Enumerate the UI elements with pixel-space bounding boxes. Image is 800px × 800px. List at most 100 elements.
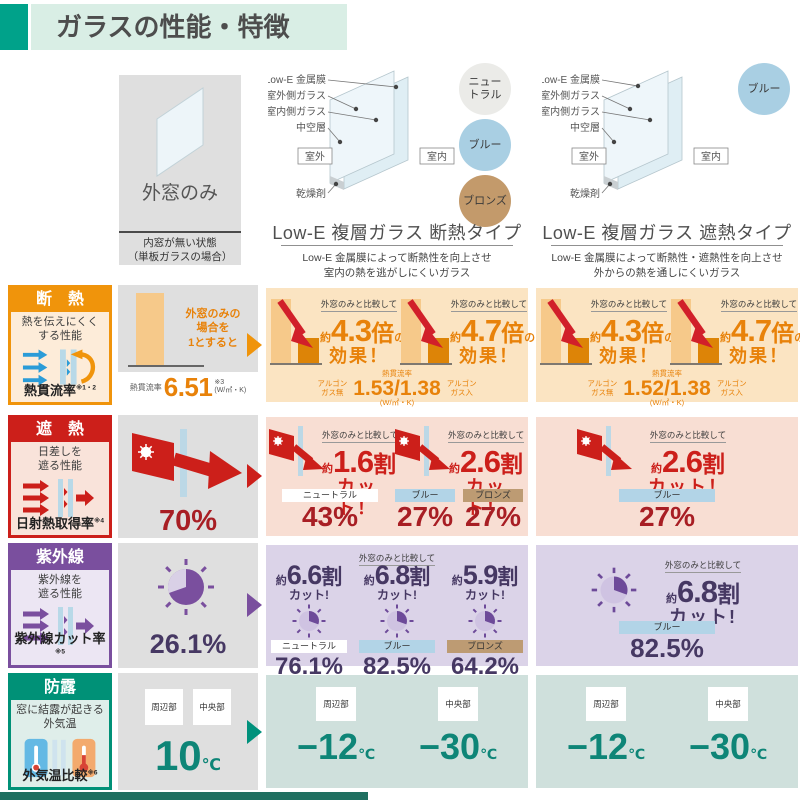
metric-footnote: ※4 bbox=[94, 517, 104, 525]
times-suffix: 倍 bbox=[641, 320, 665, 346]
metric-label-insulation: 熱貫流率※1・2 bbox=[11, 380, 109, 399]
comparison-arrow-icon bbox=[247, 593, 262, 617]
baseline-insulation-cell: 外窓のみの 場合を 1とすると bbox=[118, 285, 258, 372]
temp-group-edge: 周辺部 −12℃ bbox=[281, 675, 391, 765]
row-header-title: 紫外線 bbox=[11, 546, 109, 570]
temp-degree: ℃ bbox=[480, 746, 498, 762]
page-title: ガラスの性能・特徴 bbox=[56, 12, 290, 42]
insulation-cell-shanetsu: 外窓のみと比較して 約4.3倍の 効果！ 外窓のみと比較して 約4.7倍の 効果… bbox=[536, 288, 800, 406]
title-accent-square bbox=[0, 4, 28, 50]
temp-degree: ℃ bbox=[358, 746, 376, 762]
cut-suffix: 割 bbox=[373, 451, 397, 477]
uvalue-pair: 熱貫流率 1.53/1.38 (W/㎡・K) bbox=[353, 370, 441, 406]
cut-value: 6.6 bbox=[286, 560, 323, 590]
metric-text: 紫外線カット率 bbox=[14, 631, 106, 646]
effect-word: 効果！ bbox=[329, 346, 389, 366]
comparison-arrow-icon bbox=[247, 464, 262, 488]
color-chip-neutral: ニュー トラル bbox=[459, 63, 511, 115]
uvalue-metric-label: 熱貫流率 bbox=[129, 382, 162, 392]
effect-word: 効果！ bbox=[599, 346, 659, 366]
bar-comparison-icon bbox=[670, 299, 722, 365]
position-chips: 周辺部 中央部 bbox=[118, 673, 258, 725]
chip-center: 中央部 bbox=[708, 687, 748, 721]
chip-center: 中央部 bbox=[193, 689, 231, 725]
metric-text: 熱貫流率 bbox=[23, 383, 76, 398]
uvalue-unit: (W/㎡・K) bbox=[214, 387, 247, 394]
temp-value: −30 bbox=[418, 726, 481, 767]
reference-bar-chart-icon bbox=[128, 293, 204, 367]
single-glass-pane-icon bbox=[156, 87, 204, 177]
compare-note-wrap: 外窓のみと比較して bbox=[355, 548, 439, 566]
color-chip-blue-shield: ブルー bbox=[738, 63, 790, 115]
chip-edge: 周辺部 bbox=[145, 689, 183, 725]
metric-label-condensation: 外気温比較※6 bbox=[11, 765, 109, 784]
uvalue-numbers: 1.53/1.38 bbox=[353, 376, 441, 400]
baseline-divider bbox=[119, 231, 241, 233]
cut-suffix: 割 bbox=[497, 566, 519, 589]
type-title-underline-shielding bbox=[551, 245, 783, 246]
approx: 約 bbox=[320, 332, 331, 344]
effect-value: 4.7 bbox=[461, 313, 502, 348]
baseline-shading-value: 70% bbox=[158, 505, 218, 537]
approx: 約 bbox=[322, 463, 333, 475]
condensation-cell-dannetsu: 周辺部 −12℃ 中央部 −30℃ bbox=[266, 675, 528, 788]
effect-word: 効果！ bbox=[729, 346, 789, 366]
cut-word: カット! bbox=[465, 588, 505, 602]
uvalue-label: 熱貫流率 bbox=[382, 369, 412, 378]
approx: 約 bbox=[450, 332, 461, 344]
sun-glass-arrow-icon bbox=[395, 426, 450, 476]
cut-suffix: 割 bbox=[500, 451, 524, 477]
effect-panel: 外窓のみと比較して 約4.3倍の 効果！ bbox=[540, 294, 675, 373]
badge-neutral: ニュートラル bbox=[282, 489, 378, 502]
effect-value: 4.3 bbox=[331, 313, 372, 348]
cut-value: 1.6 bbox=[333, 444, 374, 479]
approx: 約 bbox=[720, 332, 731, 344]
temp-degree: ℃ bbox=[628, 746, 646, 762]
compare-note: 外窓のみと比較して bbox=[590, 298, 668, 312]
metric-label-uv: 紫外線カット率 ※5 bbox=[11, 628, 109, 662]
glass-structure-diagram-insulation-type bbox=[268, 60, 468, 210]
next-section-header-partial bbox=[0, 792, 368, 800]
chip-edge: 周辺部 bbox=[586, 687, 626, 721]
thermometer-icon bbox=[24, 738, 96, 777]
percent-value: 27% bbox=[638, 501, 696, 532]
compare-note: 外窓のみと比較して bbox=[358, 552, 436, 566]
baseline-condensation-cell: 周辺部 中央部 10℃ bbox=[118, 673, 258, 790]
uv-sun-pie-icon bbox=[591, 567, 637, 613]
condensation-cell-shanetsu: 周辺部 −12℃ 中央部 −30℃ bbox=[536, 675, 798, 788]
badge-percent: ブロンズ 27% bbox=[462, 489, 524, 533]
uvalue-footnote: ※3 bbox=[214, 378, 225, 386]
row-header-uv: 紫外線 紫外線を 遮る性能 紫外線カット率 ※5 bbox=[8, 543, 112, 668]
cut-text: 外窓のみと比較して 約6.8割 カット! bbox=[648, 555, 758, 628]
effect-text: 外窓のみと比較して 約4.7倍の 効果！ bbox=[450, 294, 535, 367]
cut-suffix: 割 bbox=[717, 581, 741, 607]
times-suffix: 倍 bbox=[371, 320, 395, 346]
argon-without-label: アルゴン ガス無 bbox=[317, 378, 348, 397]
badge-bronze: ブロンズ bbox=[447, 640, 523, 654]
particle: の bbox=[524, 332, 536, 344]
temp-value-wrap: −30℃ bbox=[403, 729, 513, 765]
cut-text: 外窓のみと比較して 約2.6割 カット！ bbox=[640, 425, 736, 498]
baseline-shading-cell: 70% bbox=[118, 415, 258, 538]
badge-bronze: ブロンズ bbox=[463, 489, 523, 502]
effect-value: 4.7 bbox=[731, 313, 772, 348]
compare-note: 外窓のみと比較して bbox=[322, 429, 399, 443]
metric-text: 外気温比較 bbox=[22, 768, 88, 783]
uvalue-unit-stack: ※3 (W/㎡・K) bbox=[214, 379, 246, 395]
compare-note: 外窓のみと比較して bbox=[320, 298, 398, 312]
shading-cell-shanetsu: 外窓のみと比較して 約2.6割 カット！ ブルー 27% bbox=[536, 417, 798, 536]
uv-item-neutral: 約6.6割 カット! ニュートラル 76.1% bbox=[268, 559, 350, 679]
compare-note: 外窓のみと比較して bbox=[448, 429, 525, 443]
uvalue-unit: (W/㎡・K) bbox=[649, 397, 685, 407]
cut-value: 2.6 bbox=[661, 444, 703, 479]
metric-footnote: ※1・2 bbox=[75, 384, 97, 392]
chip-center: 中央部 bbox=[438, 687, 478, 721]
row-header-sub: 熱を伝えにくく する性能 bbox=[21, 316, 99, 343]
row-header-sub: 紫外線を 遮る性能 bbox=[38, 574, 82, 601]
badge-neutral: ニュートラル bbox=[271, 640, 347, 654]
baseline-uvalue: 熱貫流率 6.51 ※3 (W/㎡・K) bbox=[112, 374, 264, 400]
percent-value: 82.5% bbox=[630, 633, 704, 663]
baseline-temp: 10℃ bbox=[118, 735, 258, 777]
baseline-note: 内窓が無い状態 （単板ガラスの場合） bbox=[119, 233, 241, 265]
